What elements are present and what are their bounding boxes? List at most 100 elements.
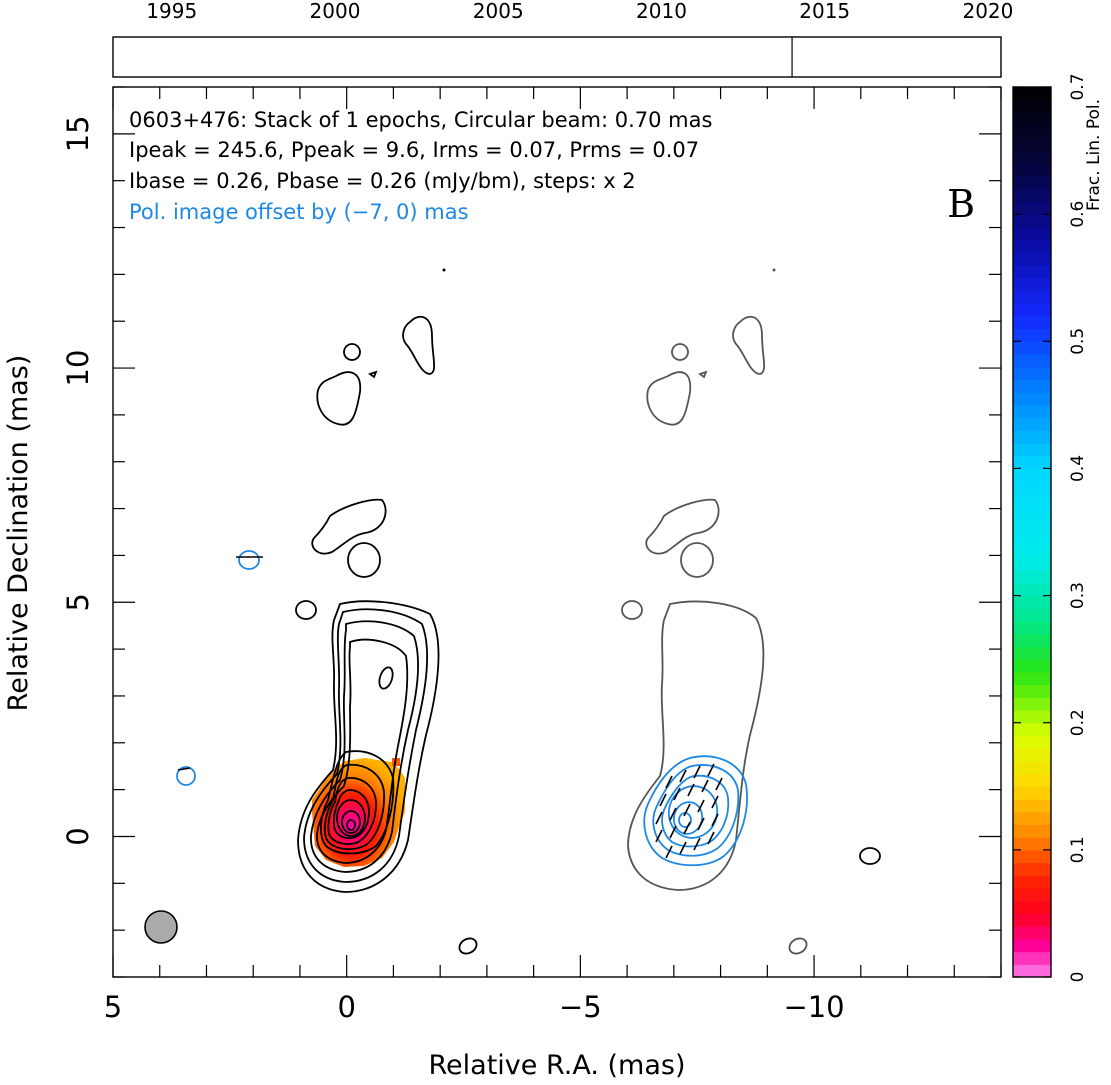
evpa-tick: [673, 787, 681, 801]
intensity-contour: [332, 789, 370, 839]
offset-intensity-contour: [680, 542, 714, 578]
intensity-contours-islands: [295, 268, 881, 955]
colorbar-band: [1013, 786, 1051, 800]
offset-intensity-contour: [671, 343, 689, 361]
map-content: [144, 268, 881, 955]
colorbar-label: Frac. Lin. Pol.: [1084, 99, 1104, 211]
evpa-tick: [659, 793, 667, 807]
colorbar-band: [1013, 760, 1051, 775]
evpa-tick: [669, 825, 677, 839]
offset-intensity-contour: [627, 600, 765, 891]
colorbar-band: [1013, 519, 1051, 533]
evpa-tick: [683, 821, 691, 835]
colorbar-band: [1013, 748, 1051, 762]
colorbar-band: [1013, 964, 1051, 978]
colorbar-band: [1013, 659, 1051, 673]
polarization-contour: [238, 550, 260, 570]
beam-ellipse: [144, 910, 178, 944]
colorbar-band: [1013, 608, 1051, 622]
colorbar-band: [1013, 341, 1051, 355]
polarization-contour: [176, 766, 196, 786]
axis-tick-labels: 5 0 −5 −10 0 5 10 15: [61, 115, 845, 1024]
plot-area: 5 0 −5 −10 0 5 10 15 0603+476: Stack of 1 epoch…: [61, 86, 1002, 1024]
colorbar-band: [1013, 366, 1051, 381]
colorbar-tick-label: 0.4: [1068, 455, 1088, 482]
intensity-contour: [402, 315, 436, 375]
polarization-contour: [652, 764, 740, 857]
colorbar-band: [1013, 862, 1051, 876]
colorbar-band: [1013, 671, 1051, 686]
colorbar-tick-label: 0.5: [1068, 328, 1088, 355]
evpa-tick: [693, 837, 701, 851]
evpa-tick: [707, 763, 715, 777]
colorbar-band: [1013, 417, 1051, 431]
colorbar-band: [1013, 811, 1051, 826]
colorbar-band: [1013, 150, 1051, 164]
colorbar-tick-label: 0.6: [1068, 201, 1088, 228]
colorbar-band: [1013, 684, 1051, 698]
colorbar-frame: [1012, 86, 1052, 978]
colorbar-band: [1013, 570, 1051, 584]
evpa-tick: [679, 769, 687, 783]
timeline-year-label: 2020: [962, 0, 1013, 23]
timeline-year-label: 1995: [146, 0, 197, 23]
colorbar-band: [1013, 87, 1051, 101]
y-axis-label: Relative Declination (mas): [3, 355, 34, 712]
colorbar-band: [1013, 773, 1051, 787]
intensity-contour: [341, 810, 361, 834]
intensity-contour: [343, 343, 361, 361]
colorbar-band: [1013, 722, 1051, 737]
colorbar-band: [1013, 824, 1051, 838]
annotation-line-3: Ibase = 0.26, Pbase = 0.26 (mJy/bm), ste…: [129, 169, 636, 193]
colorbar-band: [1013, 239, 1051, 253]
x-tick-label: 5: [104, 990, 122, 1024]
colorbar-band: [1013, 443, 1051, 457]
colorbar-band: [1013, 163, 1051, 177]
evpa-tick: [701, 779, 709, 793]
x-tick-label: 0: [337, 990, 355, 1024]
intensity-contour: [368, 370, 378, 379]
intensity-contours-core: [297, 600, 440, 893]
evpa-tick: [665, 775, 673, 789]
colorbar-band: [1013, 621, 1051, 635]
intensity-contour: [316, 371, 362, 426]
annotation-line-1: 0603+476: Stack of 1 epochs, Circular be…: [129, 108, 712, 132]
colorbar-band: [1013, 875, 1051, 889]
offset-intensity-contours: [621, 268, 808, 955]
colorbar-band: [1013, 354, 1051, 368]
colorbar-tick-label: 0.2: [1068, 709, 1088, 736]
evpa-tick: [707, 831, 715, 845]
colorbar-band: [1013, 112, 1051, 126]
intensity-contour: [346, 819, 356, 831]
intensity-contour: [310, 620, 419, 873]
annotation-pol-offset: Pol. image offset by (−7, 0) mas: [129, 200, 469, 224]
colorbar-band: [1013, 900, 1051, 915]
annotation-line-2: Ipeak = 245.6, Ppeak = 9.6, Irms = 0.07,…: [129, 138, 699, 162]
colorbar-band: [1013, 837, 1051, 851]
colorbar-band: [1013, 799, 1051, 813]
x-axis-label: Relative R.A. (mas): [429, 1050, 686, 1081]
colorbar-band: [1013, 506, 1051, 520]
y-tick-label: 15: [61, 115, 95, 152]
colorbar-tick-label: 0.7: [1068, 73, 1088, 100]
colorbar-band: [1013, 265, 1051, 279]
colorbar-band: [1013, 303, 1051, 317]
evpa-tick: [697, 817, 705, 831]
colorbar-band: [1013, 201, 1051, 215]
colorbar-tick-label: 0.1: [1068, 836, 1088, 863]
intensity-contour: [336, 799, 366, 837]
colorbar-band: [1013, 582, 1051, 597]
evpa-tick: [697, 799, 705, 813]
offset-intensity-contour: [621, 600, 643, 620]
intensity-contour: [311, 498, 387, 555]
evpa-tick: [655, 811, 663, 825]
colorbar-band: [1013, 710, 1051, 724]
evpa-tick: [683, 803, 691, 817]
colorbar-band: [1013, 315, 1051, 330]
colorbar-band: [1013, 557, 1051, 571]
intensity-contour: [303, 608, 429, 883]
colorbar-ticks: 0 0.1 0.2 0.3 0.4 0.5 0.6 0.7: [1013, 73, 1088, 982]
colorbar-band: [1013, 430, 1051, 444]
colorbar-band: [1013, 277, 1051, 292]
